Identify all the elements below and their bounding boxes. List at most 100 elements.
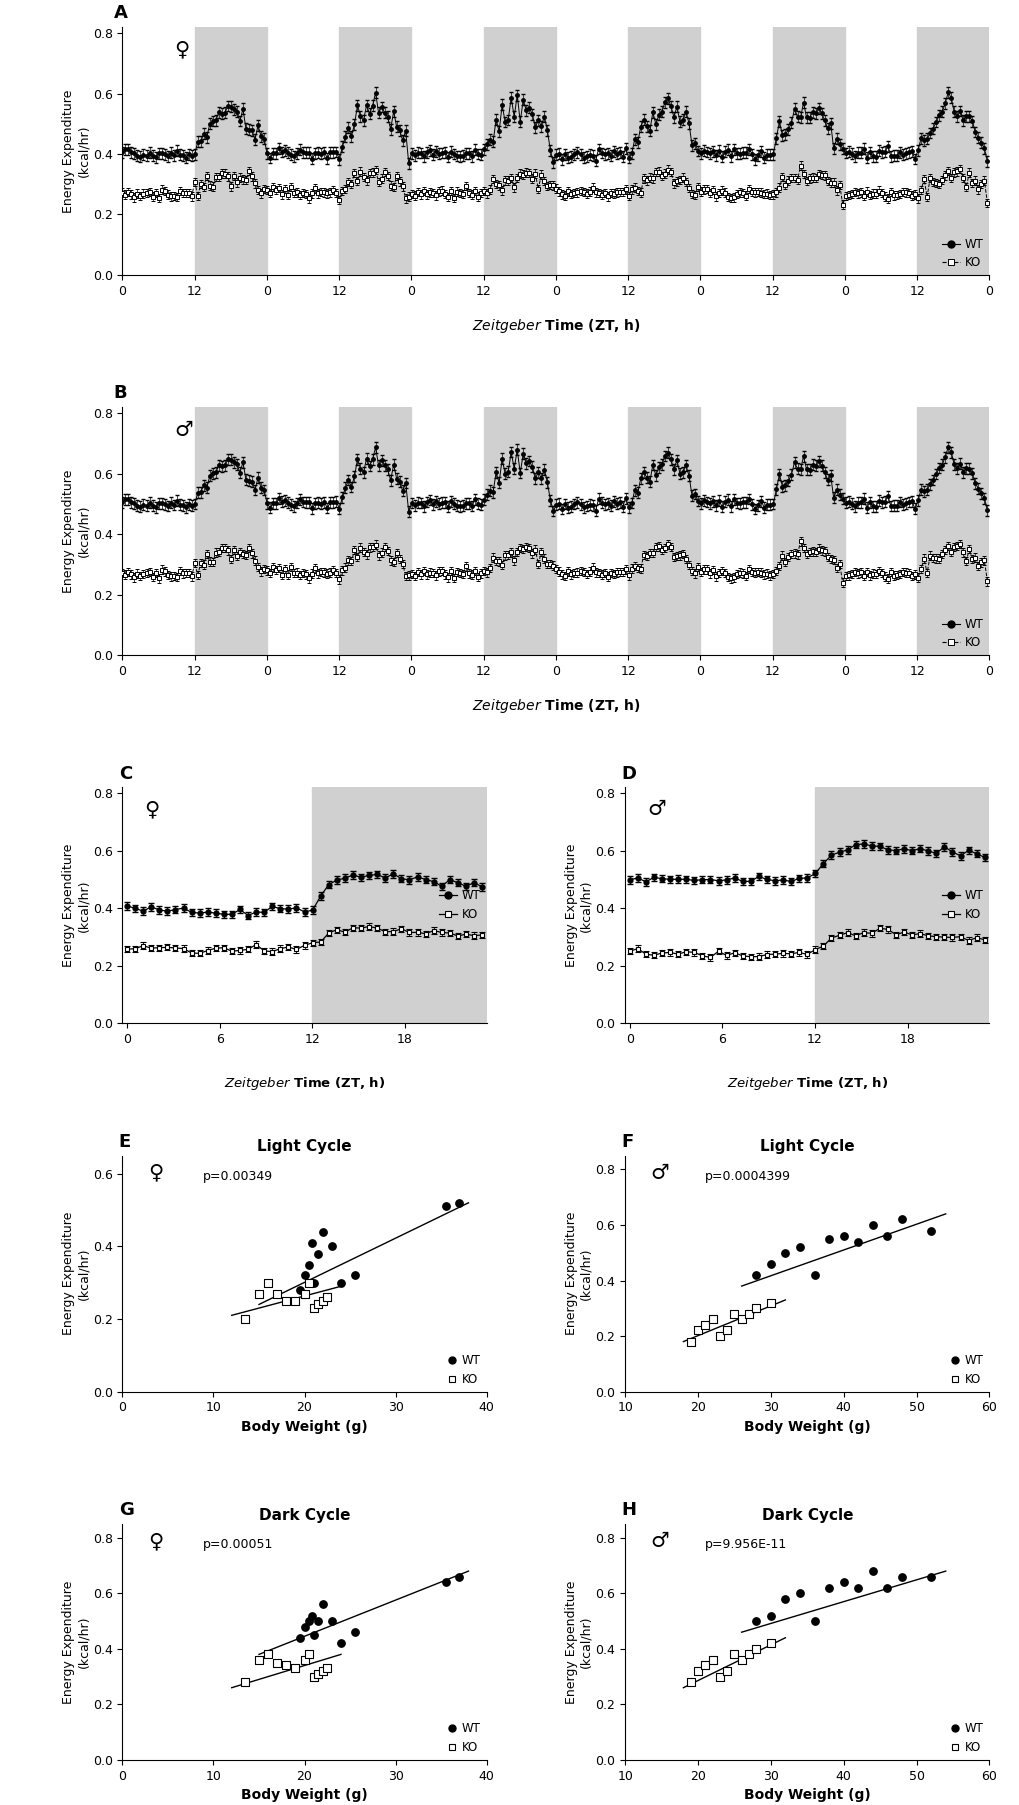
Point bbox=[762, 1601, 779, 1630]
Y-axis label: Energy Expenditure
(kcal/hr): Energy Expenditure (kcal/hr) bbox=[565, 1579, 592, 1704]
Point bbox=[297, 1280, 313, 1309]
Legend: WT, KO: WT, KO bbox=[447, 1722, 480, 1754]
Point bbox=[806, 1260, 822, 1289]
Point bbox=[878, 1222, 895, 1251]
Point bbox=[776, 1585, 793, 1614]
Point bbox=[310, 1291, 326, 1319]
Point bbox=[711, 1321, 728, 1350]
Point bbox=[733, 1305, 749, 1334]
Point bbox=[251, 1280, 267, 1309]
Point bbox=[260, 1269, 276, 1298]
Y-axis label: Energy Expenditure
(kcal/hr): Energy Expenditure (kcal/hr) bbox=[565, 1211, 592, 1336]
Title: Light Cycle: Light Cycle bbox=[257, 1139, 352, 1155]
Text: ♀: ♀ bbox=[148, 1162, 163, 1182]
Point bbox=[306, 1269, 322, 1298]
Point bbox=[319, 1653, 335, 1682]
Point bbox=[922, 1563, 938, 1592]
Point bbox=[704, 1305, 720, 1334]
Bar bbox=[339, 27, 411, 274]
Point bbox=[878, 1574, 895, 1603]
Legend: WT, KO: WT, KO bbox=[439, 890, 480, 921]
Point bbox=[806, 1606, 822, 1635]
Point bbox=[301, 1251, 317, 1280]
Bar bbox=[312, 787, 497, 1023]
Point bbox=[922, 1217, 938, 1245]
Point bbox=[893, 1563, 909, 1592]
Y-axis label: Energy Expenditure
(kcal/hr): Energy Expenditure (kcal/hr) bbox=[62, 1579, 90, 1704]
Title: Dark Cycle: Dark Cycle bbox=[761, 1507, 852, 1523]
Text: p=9.956E-11: p=9.956E-11 bbox=[704, 1538, 787, 1550]
Y-axis label: Energy Expenditure
(kcal/hr): Energy Expenditure (kcal/hr) bbox=[62, 1211, 90, 1336]
Bar bbox=[916, 27, 988, 274]
Bar bbox=[628, 408, 700, 655]
Point bbox=[306, 1662, 322, 1691]
Bar bbox=[814, 787, 1000, 1023]
Point bbox=[301, 1606, 317, 1635]
Text: ♂: ♂ bbox=[174, 419, 193, 440]
Point bbox=[310, 1659, 326, 1688]
Text: $\it{Zeitgeber}$ Time (ZT, h): $\it{Zeitgeber}$ Time (ZT, h) bbox=[223, 1076, 385, 1092]
Point bbox=[740, 1641, 756, 1670]
Point bbox=[849, 1574, 865, 1603]
Point bbox=[437, 1569, 453, 1597]
Y-axis label: Energy Expenditure
(kcal/hr): Energy Expenditure (kcal/hr) bbox=[62, 843, 90, 967]
Bar bbox=[772, 27, 844, 274]
Point bbox=[747, 1606, 763, 1635]
Bar bbox=[195, 27, 267, 274]
Point bbox=[287, 1653, 304, 1682]
Bar bbox=[628, 27, 700, 274]
X-axis label: Body Weight (g): Body Weight (g) bbox=[743, 1789, 870, 1801]
Point bbox=[278, 1652, 294, 1680]
Bar bbox=[772, 408, 844, 655]
Point bbox=[269, 1280, 285, 1309]
Text: p=0.00349: p=0.00349 bbox=[203, 1170, 272, 1182]
Point bbox=[893, 1206, 909, 1235]
Text: ♀: ♀ bbox=[148, 1531, 163, 1550]
Point bbox=[718, 1316, 735, 1345]
Point bbox=[287, 1287, 304, 1316]
Point bbox=[762, 1289, 779, 1318]
Point bbox=[306, 1294, 322, 1323]
Point bbox=[310, 1606, 326, 1635]
Point bbox=[718, 1657, 735, 1686]
Text: F: F bbox=[621, 1134, 633, 1152]
Point bbox=[733, 1646, 749, 1675]
Point bbox=[747, 1260, 763, 1289]
Point bbox=[726, 1300, 742, 1328]
Point bbox=[726, 1641, 742, 1670]
Point bbox=[682, 1668, 698, 1697]
Title: Light Cycle: Light Cycle bbox=[759, 1139, 854, 1155]
X-axis label: Body Weight (g): Body Weight (g) bbox=[240, 1789, 368, 1801]
Text: $\it{Zeitgeber}$ Time (ZT, h): $\it{Zeitgeber}$ Time (ZT, h) bbox=[726, 1076, 888, 1092]
Point bbox=[269, 1648, 285, 1677]
Bar bbox=[195, 408, 267, 655]
Point bbox=[237, 1668, 254, 1697]
Point bbox=[696, 1310, 712, 1339]
Point bbox=[437, 1191, 453, 1220]
Point bbox=[689, 1316, 705, 1345]
Text: B: B bbox=[114, 384, 127, 403]
Point bbox=[297, 1612, 313, 1641]
Point bbox=[835, 1569, 851, 1597]
Text: ♂: ♂ bbox=[650, 1162, 668, 1182]
Point bbox=[450, 1563, 467, 1592]
Point bbox=[314, 1590, 330, 1619]
X-axis label: Body Weight (g): Body Weight (g) bbox=[743, 1421, 870, 1433]
Text: p=0.00051: p=0.00051 bbox=[203, 1538, 273, 1550]
Point bbox=[791, 1233, 807, 1262]
Point bbox=[314, 1217, 330, 1245]
Legend: WT, KO: WT, KO bbox=[942, 238, 982, 269]
Point bbox=[251, 1646, 267, 1675]
Point bbox=[332, 1628, 348, 1657]
Bar bbox=[916, 408, 988, 655]
Point bbox=[278, 1287, 294, 1316]
Text: E: E bbox=[118, 1134, 130, 1152]
Point bbox=[304, 1601, 320, 1630]
Bar bbox=[483, 408, 555, 655]
Point bbox=[319, 1283, 335, 1312]
Point bbox=[291, 1276, 308, 1305]
Text: A: A bbox=[114, 4, 127, 22]
Bar bbox=[483, 27, 555, 274]
Bar bbox=[339, 408, 411, 655]
Point bbox=[704, 1646, 720, 1675]
